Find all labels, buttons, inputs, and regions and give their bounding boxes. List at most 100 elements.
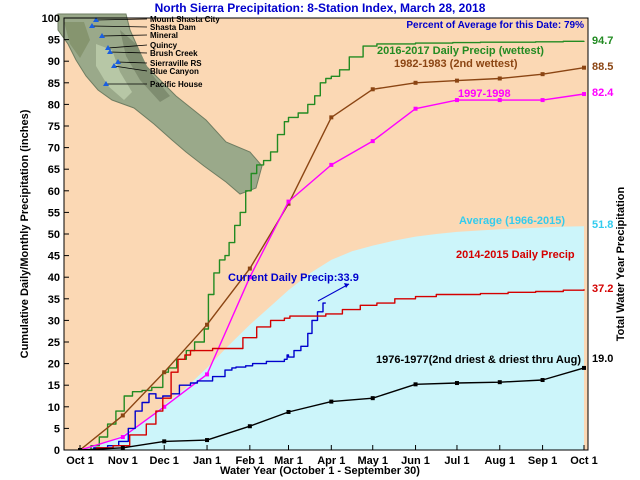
series-labels: Average (1966-2015) 51.8 2016-2017 Daily P…	[228, 35, 614, 366]
data-point-1976-1977-2nd-driest-driest-thru-aug	[78, 448, 82, 450]
data-point-1982-1983-2nd-wettest	[286, 201, 291, 206]
data-point-1997-1998	[582, 92, 586, 97]
x-tick-label: Jul 1	[444, 455, 469, 467]
y-tick-label: 90	[48, 56, 60, 68]
y-tick-label: 65	[48, 164, 60, 176]
data-point-1976-1977-2nd-driest-driest-thru-aug	[540, 378, 545, 383]
series-line-current-daily-precip-33-9	[80, 302, 326, 450]
x-tick-label: Oct 1	[570, 455, 598, 467]
percent-of-average-label: Percent of Average for this Date: 79%	[406, 20, 584, 31]
station-label-brush-creek: Brush Creek	[150, 49, 198, 58]
data-point-1982-1983-2nd-wettest	[205, 322, 210, 327]
x-axis-title: Water Year (October 1 - September 30)	[220, 465, 420, 477]
series-total-2014-2015-daily-precip: 37.2	[592, 283, 613, 295]
data-point-1976-1977-2nd-driest-driest-thru-aug	[286, 409, 291, 414]
data-point-1982-1983-2nd-wettest	[162, 370, 167, 375]
series-label-1997-1998: 1997-1998	[458, 88, 511, 100]
y-tick-label: 55	[48, 207, 60, 219]
y-tick-label: 95	[48, 35, 60, 47]
data-point-1997-1998	[162, 404, 167, 409]
data-point-1997-1998	[454, 98, 459, 103]
station-marker-pacific-house	[103, 81, 109, 86]
y-tick-label: 70	[48, 143, 60, 155]
series-total-1997-1998: 82.4	[592, 87, 614, 99]
y-tick-label: 50	[48, 229, 60, 241]
station-pointer-mount-shasta-city	[95, 18, 148, 21]
series-label-average-1966-2015: Average (1966-2015)	[459, 215, 565, 227]
station-label-quincy: Quincy	[150, 41, 178, 50]
station-marker-brush-creek	[107, 49, 113, 54]
data-point-1997-1998	[413, 106, 418, 111]
data-point-1976-1977-2nd-driest-driest-thru-aug	[413, 382, 418, 387]
series-label-1976-1977-2nd-driest-driest-thru-aug: 1976-1977(2nd driest & driest thru Aug)	[376, 354, 581, 366]
x-tick-label: Mar 1	[274, 455, 303, 467]
data-point-1982-1983-2nd-wettest	[370, 87, 375, 92]
data-point-1997-1998	[370, 139, 375, 144]
northern-coast-range-shape	[64, 22, 90, 58]
data-point-1997-1998	[205, 372, 210, 377]
y-tick-label: 80	[48, 99, 60, 111]
y-tick-label: 40	[48, 272, 60, 284]
series-total-1976-1977-2nd-driest-driest-thru-aug: 19.0	[592, 353, 613, 365]
data-point-1976-1977-2nd-driest-driest-thru-aug	[205, 438, 210, 443]
y-tick-label: 10	[48, 402, 60, 414]
x-tick-label: Nov 1	[108, 455, 138, 467]
y-tick-label: 35	[48, 294, 60, 306]
x-tick-label: May 1	[357, 455, 388, 467]
data-point-1976-1977-2nd-driest-driest-thru-aug	[582, 365, 586, 370]
x-tick-label: Sep 1	[528, 455, 557, 467]
current-pointer-line	[317, 283, 350, 302]
x-axis-ticks: Oct 1 Nov 1 Dec 1 Jan 1 Feb 1 Mar 1 Apr 1 May 1…	[66, 445, 598, 467]
data-point-1982-1983-2nd-wettest	[247, 266, 252, 271]
y-tick-label: 75	[48, 121, 60, 133]
series-total-average-1966-2015: 51.8	[592, 219, 613, 231]
station-marker-shasta-dam	[89, 23, 95, 28]
station-pointer-shasta-dam	[91, 25, 148, 28]
y-tick-label: 5	[54, 423, 60, 435]
data-point-1976-1977-2nd-driest-driest-thru-aug	[247, 424, 252, 429]
x-tick-label: Oct 1	[66, 455, 94, 467]
data-point-1976-1977-2nd-driest-driest-thru-aug	[370, 396, 375, 401]
series-total-1982-1983-2nd-wettest: 88.5	[592, 61, 613, 73]
data-point-1982-1983-2nd-wettest	[497, 76, 502, 81]
y-tick-label: 20	[48, 359, 60, 371]
station-pointer-mineral	[101, 34, 148, 37]
data-point-1976-1977-2nd-driest-driest-thru-aug	[454, 381, 459, 386]
y-tick-label: 30	[48, 315, 60, 327]
chart-title: North Sierra Precipitation: 8-Station In…	[155, 1, 486, 15]
series-label-2014-2015-daily-precip: 2014-2015 Daily Precip	[456, 249, 575, 261]
y-axis-right-title: Total Water Year Precipitation	[615, 186, 627, 341]
data-point-1976-1977-2nd-driest-driest-thru-aug	[497, 380, 502, 385]
data-point-1982-1983-2nd-wettest	[120, 413, 125, 418]
data-point-1976-1977-2nd-driest-driest-thru-aug	[120, 445, 125, 450]
data-point-1982-1983-2nd-wettest	[454, 78, 459, 83]
series-line-2014-2015-daily-precip	[80, 289, 585, 450]
series-line-2016-2017-daily-precip-wettest	[80, 40, 585, 450]
data-point-1997-1998	[247, 275, 252, 280]
y-axis-ticks: 0 5 10 15 20 25 30 35 40 45 50 55 60 65 70 75 80 85 90 95 10…	[42, 13, 69, 457]
data-point-1982-1983-2nd-wettest	[540, 72, 545, 77]
series-label-current-daily-precip-33-9: Current Daily Precip:33.9	[228, 272, 359, 284]
y-tick-label: 0	[54, 445, 60, 457]
series-label-2016-2017-daily-precip-wettest: 2016-2017 Daily Precip (wettest)	[377, 45, 544, 57]
y-tick-label: 60	[48, 186, 60, 198]
y-tick-label: 25	[48, 337, 60, 349]
x-tick-label: Apr 1	[317, 455, 345, 467]
station-label-sierraville-rs: Sierraville RS	[150, 59, 202, 68]
y-tick-label: 85	[48, 78, 60, 90]
station-pointer-quincy	[107, 44, 148, 49]
station-label-pacific-house: Pacific House	[150, 80, 203, 89]
data-point-1997-1998	[540, 98, 545, 103]
x-tick-label: Dec 1	[150, 455, 179, 467]
station-label-mount-shasta-city: Mount Shasta City	[150, 15, 220, 24]
data-point-1997-1998	[329, 162, 334, 167]
plot-frame	[63, 17, 589, 451]
station-marker-mineral	[99, 33, 105, 38]
series-area-average-1966-2015	[80, 226, 584, 450]
y-tick-label: 45	[48, 251, 60, 263]
current-pointer-arrowhead	[344, 283, 349, 288]
station-marker-blue-canyon	[111, 63, 117, 68]
x-tick-label: Aug 1	[484, 455, 515, 467]
